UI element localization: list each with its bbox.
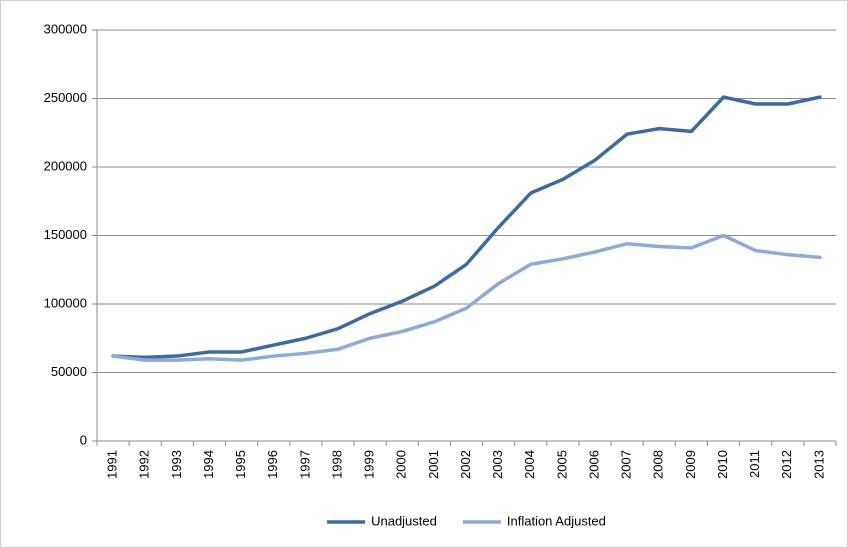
y-tick-label: 0 xyxy=(80,432,87,447)
x-tick-label: 2007 xyxy=(619,450,634,479)
x-tick-label: 1992 xyxy=(137,450,152,479)
x-tick-label: 2011 xyxy=(747,450,762,478)
x-tick-label: 1999 xyxy=(362,450,377,479)
x-tick-label: 2006 xyxy=(586,450,601,479)
x-tick-label: 1993 xyxy=(169,450,184,479)
x-tick-label: 2004 xyxy=(522,450,537,479)
x-tick-label: 1996 xyxy=(265,450,280,479)
x-tick-label: 2013 xyxy=(811,450,826,479)
x-tick-label: 2000 xyxy=(394,450,409,479)
x-tick-label: 2003 xyxy=(490,450,505,479)
x-tick-label: 2005 xyxy=(554,450,569,479)
data-line xyxy=(111,233,822,362)
x-tick-label: 2002 xyxy=(458,450,473,479)
legend: Unadjusted Inflation Adjusted xyxy=(327,513,606,528)
x-tick-label: 2001 xyxy=(426,450,441,479)
y-tick-label: 300000 xyxy=(44,21,87,36)
legend-label: Unadjusted xyxy=(371,513,437,528)
y-tick-label: 100000 xyxy=(44,295,87,310)
data-line xyxy=(111,95,822,360)
y-tick-label: 200000 xyxy=(44,158,87,173)
legend-label: Inflation Adjusted xyxy=(507,513,606,528)
x-tick-label: 1991 xyxy=(105,450,120,479)
x-tick-label: 1997 xyxy=(297,450,312,479)
x-tick-label: 1994 xyxy=(201,450,216,479)
x-tick-label: 2009 xyxy=(683,450,698,479)
x-tick-label: 2010 xyxy=(715,450,730,479)
x-tick-label: 1998 xyxy=(329,450,344,479)
y-tick-label: 50000 xyxy=(51,364,87,379)
x-tick-label: 2012 xyxy=(779,450,794,479)
x-tick-label: 1995 xyxy=(233,450,248,479)
y-tick-label: 150000 xyxy=(44,227,87,242)
x-tick-label: 2008 xyxy=(651,450,666,479)
y-tick-label: 250000 xyxy=(44,90,87,105)
